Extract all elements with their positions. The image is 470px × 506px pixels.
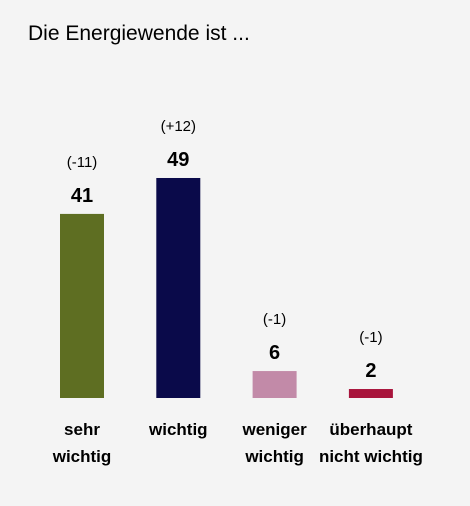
category-label: wichtig: [244, 447, 304, 466]
category-label: weniger: [241, 420, 307, 439]
value-label: 41: [71, 185, 93, 207]
change-label: (+12): [161, 118, 196, 135]
chart-title: Die Energiewende ist ...: [28, 22, 250, 45]
bar: [156, 177, 201, 398]
category-label: nicht wichtig: [319, 447, 423, 466]
change-label: (-1): [263, 311, 286, 328]
category-label: sehr: [64, 420, 100, 439]
category-label: wichtig: [148, 420, 208, 439]
category-label: überhaupt: [329, 420, 412, 439]
value-label: 6: [269, 342, 280, 364]
bar: [252, 371, 297, 398]
value-label: 49: [167, 149, 189, 171]
bar: [348, 389, 393, 398]
bar: [60, 213, 104, 398]
value-label: 2: [365, 360, 376, 382]
category-label: wichtig: [52, 447, 112, 466]
change-label: (-11): [67, 154, 98, 171]
change-label: (-1): [359, 329, 382, 346]
